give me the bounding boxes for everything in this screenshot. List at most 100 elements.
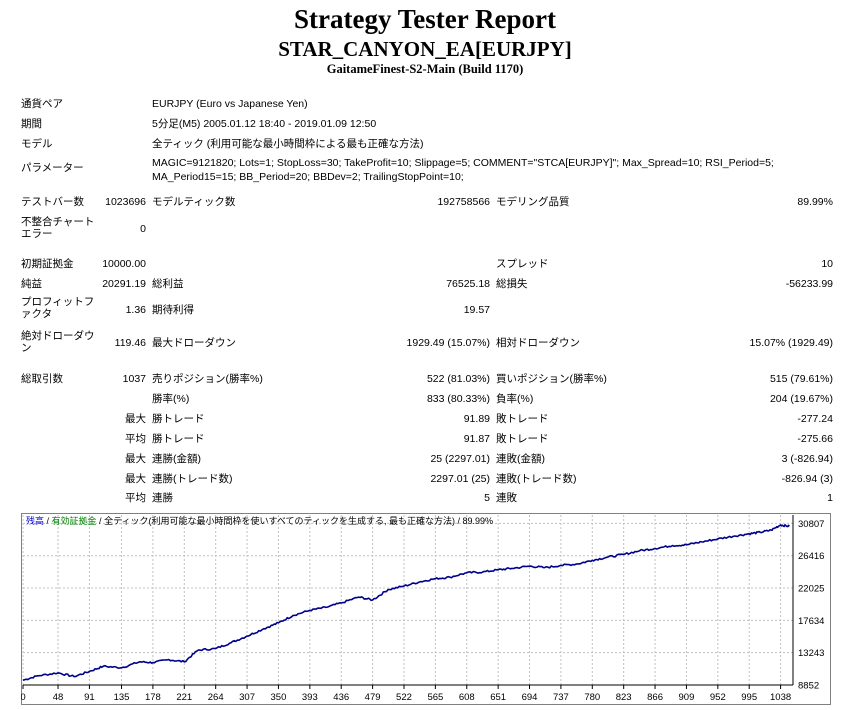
relative-drawdown-value: 15.07% (1929.49) — [749, 337, 833, 349]
profit-trades-value: 833 (80.33%) — [426, 393, 490, 405]
legend-sep-2: / — [97, 516, 105, 526]
avg-consecutive-wins-value: 5 — [484, 492, 490, 504]
largest-loss-value: -277.24 — [797, 413, 833, 425]
model-label: モデル — [21, 138, 53, 150]
chart-border — [21, 513, 831, 705]
y-tick-label: 26416 — [798, 551, 824, 562]
average-loss-value: -275.66 — [797, 433, 833, 445]
x-tick-label: 952 — [710, 692, 726, 703]
legend: 残高 / 有効証拠金 / 全ティック(利用可能な最小時間枠を使いすべてのティック… — [26, 515, 493, 526]
max-consecutive-wins-value: 25 (2297.01) — [430, 453, 490, 465]
deposit-value: 10000.00 — [102, 258, 146, 270]
profit-trades-label: 勝率(%) — [152, 393, 190, 405]
total-trades-label: 総取引数 — [21, 373, 63, 385]
mismatch-value: 0 — [140, 223, 146, 235]
period-label: 期間 — [21, 118, 42, 130]
expected-payoff-label: 期待利得 — [152, 304, 194, 316]
long-positions-value: 515 (79.61%) — [769, 373, 833, 385]
x-tick-label: 522 — [396, 692, 412, 703]
x-tick-label: 48 — [53, 692, 64, 703]
balance-line — [22, 524, 790, 681]
loss-trades-label: 負率(%) — [496, 393, 534, 405]
expected-payoff-value: 19.57 — [463, 304, 490, 316]
balance-chart: 0 48 91 135 178 221 264 307 350 393 436 479 522 565 60… — [21, 513, 831, 705]
y-tick-label: 8852 — [798, 681, 819, 692]
largest-loss-label: 敗トレード — [496, 413, 549, 425]
x-tick-label: 565 — [427, 692, 443, 703]
avg-consecutive-losses-value: 1 — [827, 492, 833, 504]
avg-consecutive-losses-label: 連敗 — [496, 492, 517, 504]
y-tick-label: 30807 — [798, 519, 824, 530]
x-tick-label: 737 — [553, 692, 569, 703]
avg-consecutive-wins-label: 連勝 — [152, 492, 173, 504]
max-consecutive-profit-label: 連勝(トレード数) — [152, 473, 233, 485]
ticks-label: モデルティック数 — [152, 196, 236, 208]
long-positions-label: 買いポジション(勝率%) — [496, 373, 607, 385]
short-positions-value: 522 (81.03%) — [426, 373, 490, 385]
spread-label: スプレッド — [496, 258, 549, 270]
server-build: GaitameFinest-S2-Main (Build 1170) — [326, 62, 524, 76]
average-win-label: 勝トレード — [152, 433, 205, 445]
max-consecutive-losses-value: 3 (-826.94) — [781, 453, 833, 465]
average-loss-label: 敗トレード — [496, 433, 549, 445]
gross-loss-value: -56233.99 — [785, 278, 833, 290]
mismatch-label: 不整合チャート エラー — [21, 216, 95, 240]
x-tick-label: 178 — [145, 692, 161, 703]
profit-factor-label: プロフィットファクタ — [21, 296, 95, 320]
average-qualifier: 平均 — [125, 433, 146, 445]
legend-equity: 有効証拠金 — [52, 515, 97, 526]
chart-series — [22, 524, 790, 681]
total-trades-value: 1037 — [122, 373, 146, 385]
x-tick-label: 0 — [21, 692, 26, 703]
max-drawdown-label: 最大ドローダウン — [152, 337, 236, 349]
x-tick-label: 479 — [365, 692, 381, 703]
legend-sep-1: / — [44, 516, 52, 526]
spread-value: 10 — [821, 258, 833, 270]
y-tick-label: 17634 — [798, 616, 824, 627]
modeling-value: 89.99% — [797, 196, 833, 208]
x-tick-label: 909 — [679, 692, 695, 703]
x-tick-label: 264 — [208, 692, 224, 703]
legend-sep-3: / — [455, 516, 463, 526]
average-win-value: 91.87 — [463, 433, 490, 445]
symbol-label: 通貨ペア — [21, 98, 63, 110]
x-tick-label: 823 — [616, 692, 632, 703]
deposit-label: 初期証拠金 — [21, 258, 74, 270]
gross-profit-value: 76525.18 — [446, 278, 490, 290]
params-label: パラメーター — [21, 162, 84, 174]
y-tick-label: 13243 — [798, 648, 824, 659]
x-tick-label: 694 — [522, 692, 538, 703]
net-profit-value: 20291.19 — [102, 278, 146, 290]
gross-loss-label: 総損失 — [496, 278, 528, 290]
legend-model: 全ティック(利用可能な最小時間枠を使いすべてのティックを生成する, 最も正確な方… — [104, 515, 455, 526]
max-cons-count-qualifier: 最大 — [125, 473, 146, 485]
short-positions-label: 売りポジション(勝率%) — [152, 373, 263, 385]
x-tick-label: 350 — [271, 692, 287, 703]
relative-drawdown-label: 相対ドローダウン — [496, 337, 580, 349]
max-consecutive-wins-label: 連勝(金額) — [152, 453, 201, 465]
x-tick-label: 780 — [584, 692, 600, 703]
max-drawdown-value: 1929.49 (15.07%) — [406, 337, 490, 349]
largest-win-value: 91.89 — [463, 413, 490, 425]
x-tick-label: 608 — [459, 692, 475, 703]
x-tick-label: 995 — [741, 692, 757, 703]
gross-profit-label: 総利益 — [152, 278, 184, 290]
max-consecutive-loss-value: -826.94 (3) — [781, 473, 833, 485]
x-tick-label: 866 — [647, 692, 663, 703]
absolute-drawdown-label: 絶対ドローダウン — [21, 330, 95, 354]
max-consecutive-profit-value: 2297.01 (25) — [430, 473, 490, 485]
loss-trades-value: 204 (19.67%) — [769, 393, 833, 405]
largest-win-label: 勝トレード — [152, 413, 205, 425]
report-title: Strategy Tester Report — [294, 4, 556, 34]
x-tick-label: 1038 — [770, 692, 791, 703]
y-tick-label: 22025 — [798, 584, 824, 595]
chart-axes: 0 48 91 135 178 221 264 307 350 393 436 479 522 565 60… — [21, 515, 824, 703]
x-tick-label: 393 — [302, 692, 318, 703]
params-line-2: MA_Period15=15; BB_Period=20; BBDev=2; T… — [152, 171, 464, 183]
modeling-label: モデリング品質 — [496, 196, 570, 208]
largest-qualifier: 最大 — [125, 413, 146, 425]
bars-value: 1023696 — [105, 196, 146, 208]
legend-balance: 残高 — [26, 515, 44, 526]
avg-cons-qualifier: 平均 — [125, 492, 146, 504]
max-consecutive-losses-label: 連敗(金額) — [496, 453, 545, 465]
